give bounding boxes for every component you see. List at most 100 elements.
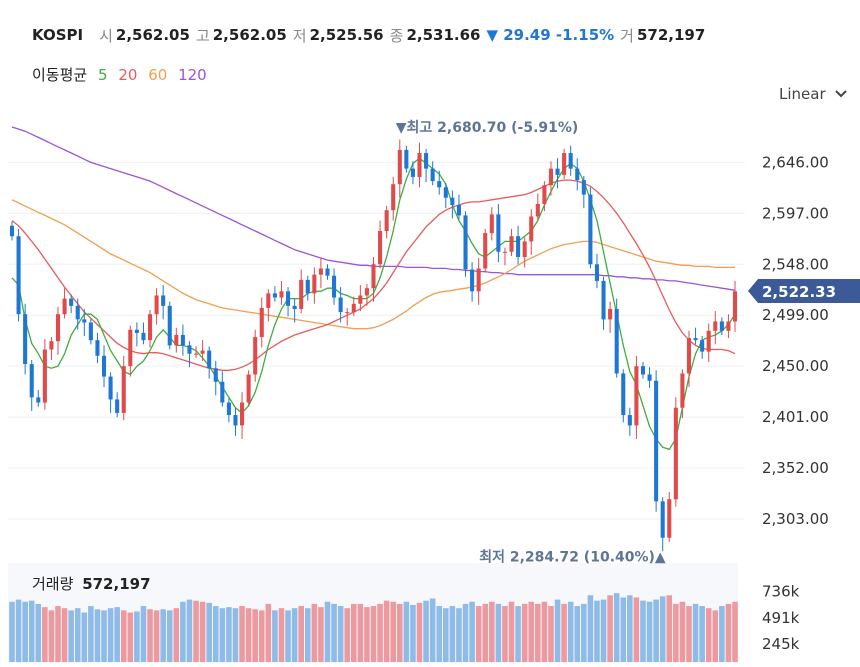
candle-body <box>286 291 291 306</box>
candle-body <box>9 225 15 237</box>
candle-body <box>207 350 212 369</box>
candle-body <box>134 329 139 333</box>
candle-body <box>575 168 580 181</box>
volume-bar <box>166 610 173 662</box>
candle-body <box>548 168 554 186</box>
candle-body <box>220 381 225 403</box>
volume-bar <box>226 607 232 662</box>
volume-bar <box>627 595 633 662</box>
volume-bar <box>495 603 502 662</box>
volume-bar <box>528 601 535 662</box>
volume-bar <box>114 607 120 662</box>
volume-panel-value: 572,197 <box>82 575 151 593</box>
price-tick-label: 2,303.00 <box>762 510 829 528</box>
candle-body <box>424 153 429 169</box>
volume-bar <box>541 601 548 662</box>
candle-body <box>371 264 376 289</box>
candle-body <box>279 291 284 298</box>
grid-lines <box>8 161 745 520</box>
volume-y-axis: 736k 491k 245k <box>762 582 800 653</box>
candle-body <box>627 415 632 426</box>
volume-bar <box>732 601 738 662</box>
close-value: 2,531.66 <box>406 26 481 44</box>
volume-bar <box>423 600 429 662</box>
candle-body <box>161 295 166 306</box>
price-tick-label: 2,352.00 <box>762 459 829 477</box>
candle-body <box>437 181 442 188</box>
current-price-badge <box>748 278 860 303</box>
candlesticks <box>9 139 738 552</box>
candle-body <box>660 501 665 538</box>
candle-body <box>594 264 600 281</box>
candle-body <box>95 340 100 356</box>
volume-bar <box>160 609 166 662</box>
volume-bar <box>265 603 272 662</box>
volume-bar <box>61 608 68 662</box>
volume-bar <box>594 600 600 662</box>
candle-body <box>174 334 179 346</box>
volume-bar <box>291 608 298 662</box>
ma-legend-item-20[interactable]: 20 <box>118 66 138 84</box>
volume-bar <box>180 601 186 662</box>
candle-body <box>608 308 613 320</box>
candle-body <box>516 236 521 257</box>
volume-tick-label: 736k <box>762 582 800 600</box>
volume-bar <box>390 601 397 662</box>
volume-bar <box>88 606 94 662</box>
volume-bar <box>377 603 383 662</box>
candle-body <box>535 203 540 217</box>
volume-bar <box>42 607 48 662</box>
candle-body <box>180 334 185 346</box>
price-tick-label: 2,401.00 <box>762 408 829 426</box>
volume-label: 거 <box>620 26 634 45</box>
volume-bar <box>679 601 686 662</box>
price-tick-label: 2,597.00 <box>762 204 829 222</box>
volume-bar <box>344 608 351 662</box>
volume-bar <box>600 599 607 662</box>
candle-body <box>417 153 422 177</box>
volume-bar <box>101 610 107 662</box>
candle-body <box>259 307 264 338</box>
volume-bar <box>232 608 239 662</box>
candle-body <box>562 153 567 175</box>
candle-body <box>42 349 47 403</box>
candle-body <box>680 373 685 408</box>
current-price-tag: 2,522.33 <box>748 278 860 303</box>
volume-bar <box>659 596 666 662</box>
scale-selector[interactable]: Linear <box>779 85 848 103</box>
candle-body <box>240 402 245 426</box>
candle-body <box>246 374 251 403</box>
ma-legend-item-60[interactable]: 60 <box>148 66 168 84</box>
volume-bar <box>521 603 528 662</box>
volume-bar <box>561 603 567 662</box>
candle-body <box>732 291 738 322</box>
volume-bar <box>68 610 74 662</box>
candle-body <box>115 399 120 413</box>
ma-legend-item-5[interactable]: 5 <box>97 66 108 84</box>
volume-bar <box>337 606 344 662</box>
candle-body <box>141 332 146 341</box>
volume-bar <box>502 606 508 662</box>
volume-bar <box>81 612 88 662</box>
volume-bar <box>396 603 403 662</box>
current-price-label: 2,522.33 <box>762 283 836 301</box>
volume-panel <box>8 563 738 663</box>
candle-body <box>36 397 41 403</box>
candle-body <box>345 312 350 314</box>
volume-bar <box>403 601 410 662</box>
candle-body <box>82 319 87 323</box>
volume-bar <box>55 606 61 662</box>
volume-bar <box>252 609 258 662</box>
ma-legend-item-120[interactable]: 120 <box>178 66 207 84</box>
candle-body <box>673 407 678 500</box>
volume-bar <box>258 610 265 662</box>
volume-bar <box>443 608 449 662</box>
volume-bars <box>9 593 738 662</box>
volume-bar <box>298 606 304 662</box>
volume-bar <box>173 608 180 662</box>
moving-average-legend: 이동평균 5 20 60 120 <box>32 64 213 85</box>
candle-body <box>470 269 475 292</box>
volume-tick-label: 491k <box>762 609 800 627</box>
candle-body <box>49 341 54 350</box>
